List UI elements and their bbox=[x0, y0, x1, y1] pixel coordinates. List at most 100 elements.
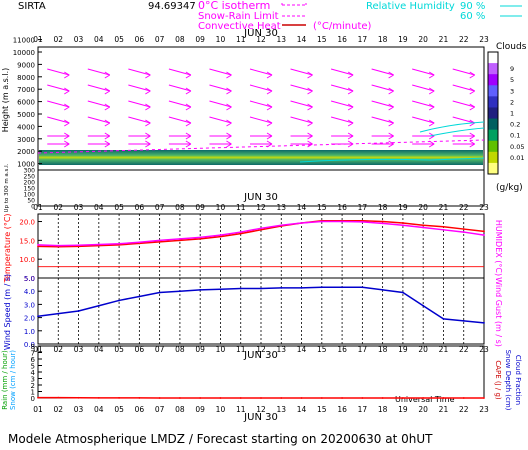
hour-tick-label: 01 bbox=[33, 203, 43, 212]
lower-height-tick-label: 100 bbox=[24, 192, 36, 199]
y-tick-label: 2 bbox=[31, 382, 35, 390]
colorbar-tick-label: 0.2 bbox=[510, 121, 520, 129]
wind-arrow-head bbox=[64, 132, 70, 140]
wind-arrow bbox=[290, 116, 313, 124]
colorbar-swatch bbox=[488, 74, 498, 86]
hour-tick-label: 10 bbox=[216, 35, 226, 44]
site-name: SIRTA bbox=[18, 1, 46, 12]
ylabel-cloud-fraction: Cloud Fraction bbox=[514, 355, 522, 405]
hour-tick-label: 17 bbox=[358, 345, 368, 354]
colorbar-swatch bbox=[488, 85, 498, 97]
colorbar-swatch bbox=[488, 52, 498, 64]
wind-arrow bbox=[452, 68, 475, 76]
hour-tick-label: 06 bbox=[135, 345, 145, 354]
ylabel-snow: Snow (cm / hour) bbox=[9, 350, 17, 410]
data-point bbox=[37, 245, 39, 248]
data-point bbox=[341, 220, 343, 223]
hour-tick-label: 10 bbox=[216, 345, 226, 354]
data-point bbox=[320, 397, 323, 399]
wind-arrow-head bbox=[104, 71, 111, 79]
hour-tick-label: 07 bbox=[155, 345, 165, 354]
hour-tick-label: 11 bbox=[236, 405, 246, 414]
data-point bbox=[199, 237, 202, 240]
wind-arrow bbox=[330, 84, 354, 92]
height-tick-label: 4000 bbox=[17, 123, 35, 131]
hour-tick-label: 18 bbox=[378, 405, 388, 414]
y-tick-label: 4 bbox=[31, 369, 36, 377]
colorbar-tick-label: 2 bbox=[510, 98, 514, 106]
data-point bbox=[361, 221, 364, 223]
hour-tick-label: 22 bbox=[459, 203, 469, 212]
y-tick-label: 2.0 bbox=[24, 315, 35, 323]
hour-tick-label: 17 bbox=[358, 203, 368, 212]
hour-tick-label: 08 bbox=[175, 203, 185, 212]
hour-tick-label: 20 bbox=[418, 35, 428, 44]
hour-tick-label: 09 bbox=[195, 203, 205, 212]
wind-arrow-head bbox=[226, 103, 232, 111]
data-point bbox=[462, 228, 465, 230]
wind-arrow-head bbox=[428, 87, 435, 95]
wind-arrow-head bbox=[347, 103, 354, 111]
y-tick-label: 0 bbox=[31, 395, 35, 403]
wind-arrow-head bbox=[469, 71, 475, 79]
data-point bbox=[402, 222, 404, 224]
legend-rh-90: 90 % bbox=[460, 1, 485, 12]
data-point bbox=[179, 397, 181, 399]
legend-isotherm: 0°C isotherm bbox=[198, 0, 270, 12]
data-point bbox=[219, 235, 222, 238]
hour-tick-label: 08 bbox=[175, 345, 185, 354]
wind-arrow-head bbox=[64, 140, 70, 148]
data-point bbox=[442, 228, 445, 231]
data-point bbox=[239, 231, 242, 233]
hour-tick-label: 21 bbox=[439, 405, 449, 414]
wind-arrow bbox=[128, 116, 151, 124]
data-point bbox=[341, 286, 343, 289]
colorbar-tick-label: 0.05 bbox=[510, 143, 524, 151]
wind-arrow bbox=[87, 100, 110, 108]
lower-height-tick-label: 300 bbox=[24, 168, 36, 175]
data-point bbox=[57, 244, 60, 247]
data-point bbox=[442, 318, 445, 320]
wind-arrow-head bbox=[185, 119, 192, 127]
wind-arrow-head bbox=[428, 71, 435, 79]
data-point bbox=[239, 232, 242, 235]
y-tick-label: 4.0 bbox=[24, 288, 35, 296]
data-point bbox=[219, 288, 222, 291]
wind-arrow-head bbox=[428, 103, 435, 111]
hour-tick-label: 07 bbox=[155, 405, 165, 414]
wind-arrow bbox=[412, 116, 435, 124]
legend-rh: Relative Humidity bbox=[366, 1, 455, 12]
wind-arrow-head bbox=[469, 140, 475, 148]
data-point bbox=[361, 286, 364, 289]
data-point bbox=[442, 225, 445, 228]
wind-arrow-head bbox=[145, 103, 151, 111]
colorbar-title: Clouds bbox=[496, 42, 527, 52]
hour-tick-label: 01 bbox=[33, 405, 43, 414]
lower-height-tick-label: 150 bbox=[24, 186, 36, 193]
wind-arrow-head bbox=[104, 103, 111, 111]
hour-tick-label: 11 bbox=[236, 345, 246, 354]
data-point bbox=[462, 320, 465, 322]
y-tick-label: 15.0 bbox=[19, 237, 35, 245]
wind-arrow-head bbox=[469, 103, 475, 111]
y-tick-label: 5.0 bbox=[24, 275, 35, 283]
wind-arrow bbox=[452, 100, 475, 108]
wind-arrow bbox=[87, 84, 110, 92]
hour-tick-label: 17 bbox=[358, 35, 368, 44]
colorbar-swatch bbox=[488, 63, 498, 75]
wind-arrow-head bbox=[145, 140, 151, 148]
wind-arrow-head bbox=[469, 132, 475, 140]
data-point bbox=[179, 290, 181, 293]
hour-tick-label: 06 bbox=[135, 405, 145, 414]
wind-arrow-head bbox=[266, 132, 273, 140]
hour-tick-label: 08 bbox=[175, 405, 185, 414]
colorbar-swatch bbox=[488, 129, 498, 142]
ylabel-height: Height (m a.s.l.) bbox=[1, 68, 10, 133]
hour-tick-label: 12 bbox=[256, 35, 266, 44]
hour-tick-label: 15 bbox=[317, 203, 327, 212]
y-tick-label: 20.0 bbox=[19, 219, 35, 227]
data-point bbox=[280, 287, 283, 289]
hour-tick-label: 16 bbox=[337, 35, 347, 44]
hour-tick-label: 21 bbox=[439, 35, 449, 44]
